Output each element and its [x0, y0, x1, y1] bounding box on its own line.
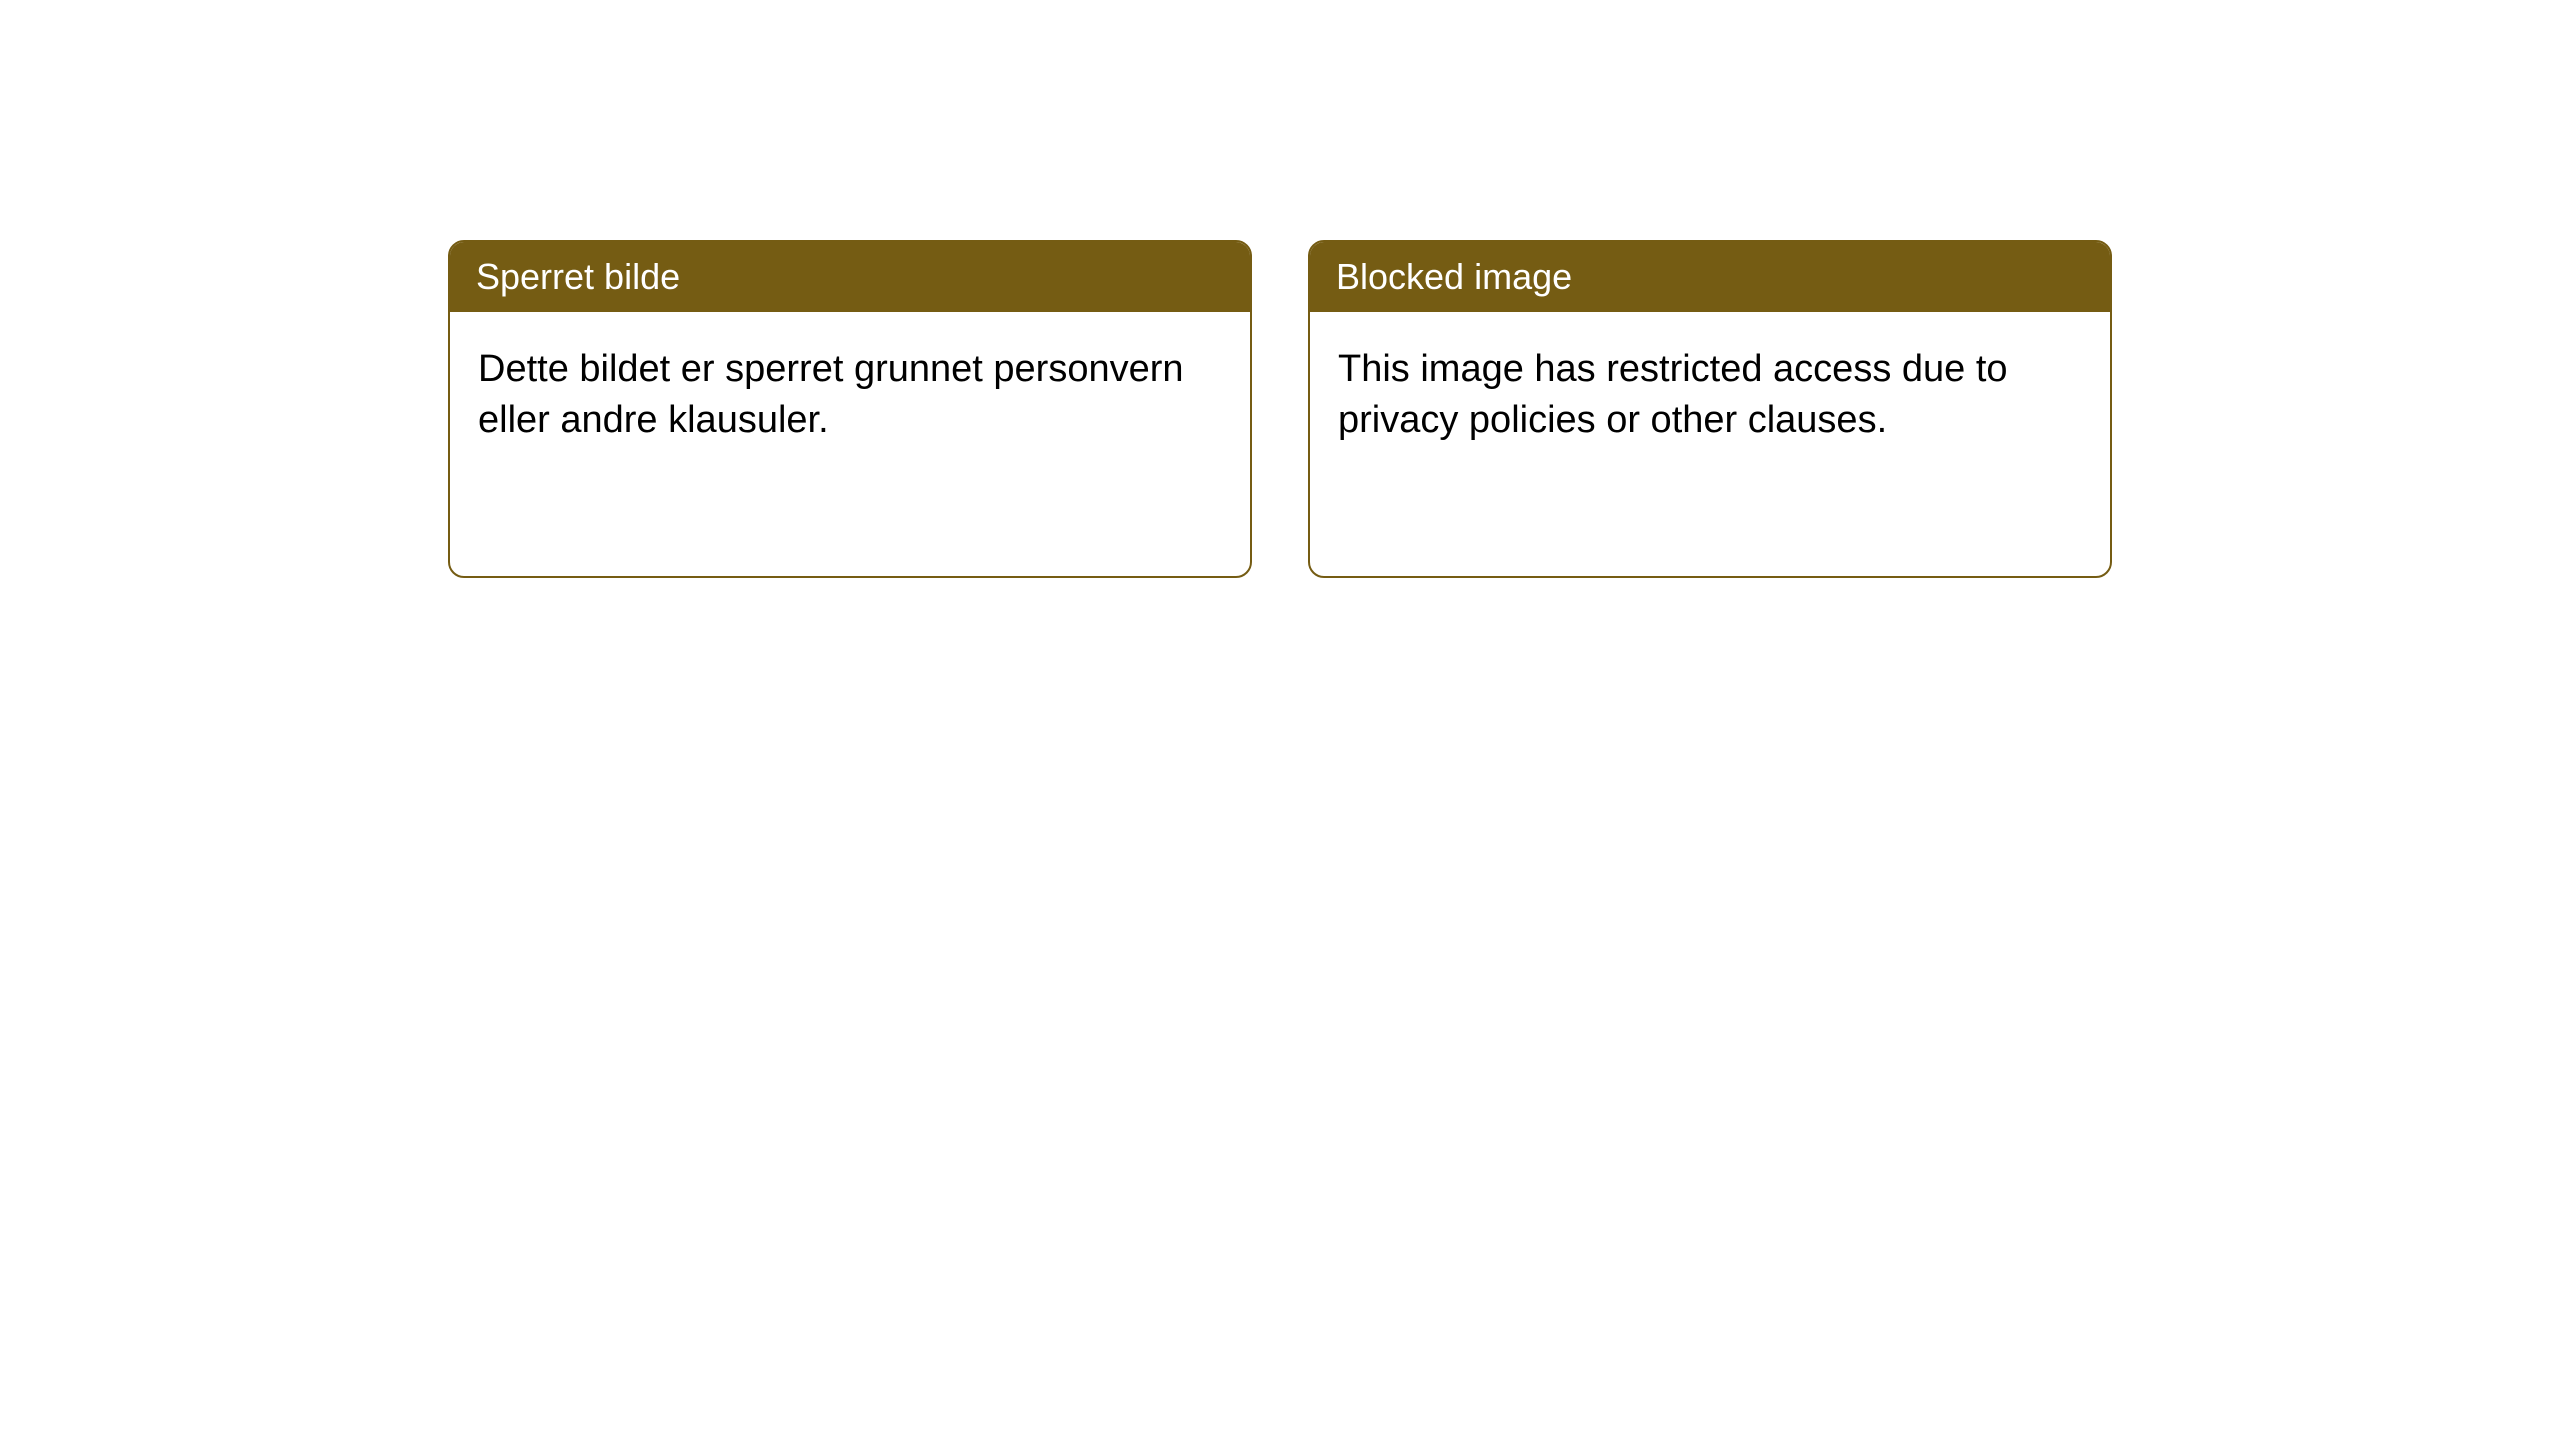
card-header: Blocked image: [1310, 242, 2110, 312]
notice-card-norwegian: Sperret bilde Dette bildet er sperret gr…: [448, 240, 1252, 578]
card-message: This image has restricted access due to …: [1338, 348, 2008, 441]
card-header: Sperret bilde: [450, 242, 1250, 312]
card-title: Sperret bilde: [476, 256, 680, 297]
card-body: Dette bildet er sperret grunnet personve…: [450, 312, 1250, 479]
notice-card-english: Blocked image This image has restricted …: [1308, 240, 2112, 578]
card-message: Dette bildet er sperret grunnet personve…: [478, 348, 1184, 441]
notice-card-container: Sperret bilde Dette bildet er sperret gr…: [0, 0, 2560, 578]
card-title: Blocked image: [1336, 256, 1572, 297]
card-body: This image has restricted access due to …: [1310, 312, 2110, 479]
